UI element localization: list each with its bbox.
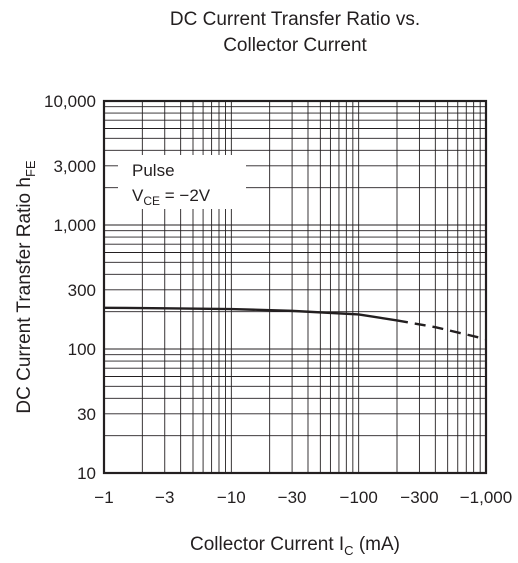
- y-tick-label: 10,000: [44, 92, 96, 111]
- annotation-pulse: Pulse: [132, 161, 175, 180]
- x-tick-label: −10: [217, 488, 246, 507]
- annotation-background: [118, 155, 246, 209]
- x-axis-label-text: Collector Current IC (mA): [190, 534, 400, 558]
- x-tick-label: −1: [94, 488, 113, 507]
- plot-frame: [102, 99, 488, 475]
- y-tick-label: 30: [77, 405, 96, 424]
- chart-title-line: DC Current Transfer Ratio vs.: [170, 9, 420, 30]
- chart-title-line: Collector Current: [223, 35, 367, 56]
- series-line-dashed: [396, 319, 487, 341]
- series-lines: [103, 306, 487, 341]
- y-tick-label: 3,000: [53, 157, 96, 176]
- x-tick-label: −30: [278, 488, 307, 507]
- annotation: Pulse VCE = −2V: [118, 155, 246, 209]
- y-tick-label: 1,000: [53, 216, 96, 235]
- y-tick-labels: 10 30 100 300 1,000 3,000 10,000: [44, 92, 96, 483]
- chart-title: DC Current Transfer Ratio vs. Collector C…: [170, 9, 420, 56]
- y-axis-label-text: DC Current Transfer Ratio hFE: [14, 160, 38, 413]
- x-axis-label: Collector Current IC (mA): [190, 534, 400, 558]
- y-tick-label: 100: [68, 340, 96, 359]
- x-tick-labels: −1 −3 −10 −30 −100 −300 −1,000: [94, 488, 512, 507]
- x-tick-label: −3: [155, 488, 174, 507]
- y-tick-label: 300: [68, 281, 96, 300]
- annotation-vce: VCE = −2V: [132, 186, 211, 208]
- x-tick-label: −100: [340, 488, 378, 507]
- series-line-solid: [103, 306, 398, 322]
- y-tick-label: 10: [77, 464, 96, 483]
- y-axis-label: DC Current Transfer Ratio hFE: [14, 160, 38, 413]
- x-tick-label: −300: [400, 488, 438, 507]
- x-tick-label: −1,000: [460, 488, 512, 507]
